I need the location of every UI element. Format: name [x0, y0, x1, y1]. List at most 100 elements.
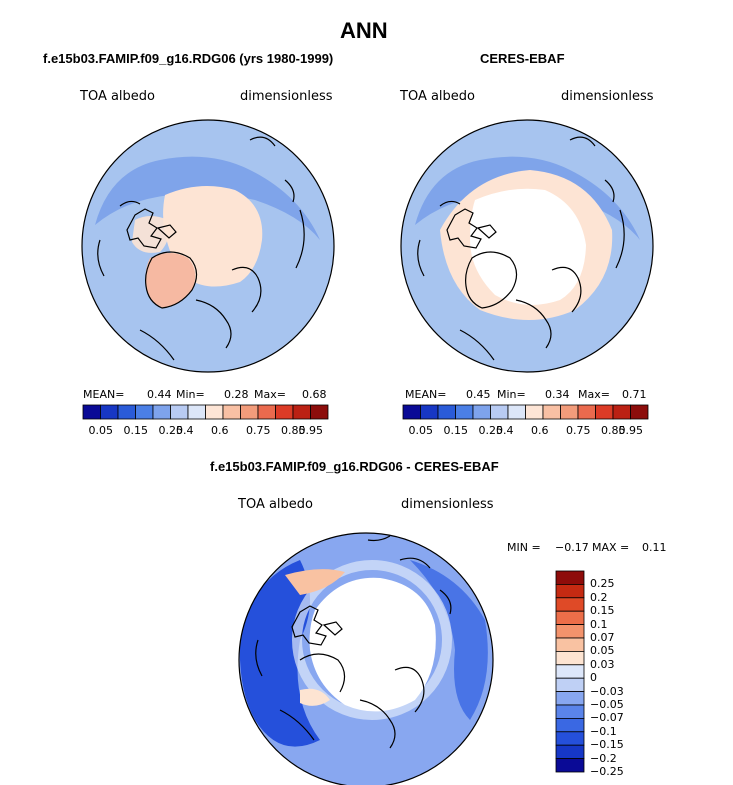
panel1-min-label: Min=: [176, 388, 205, 401]
panel1-colorbar-tick-label: 0.25: [158, 424, 184, 437]
panel2-colorbar-tick-label: 0.95: [618, 424, 644, 437]
panel1-subpolar-band: [95, 156, 320, 240]
panel1-colorbar-swatch: [292, 404, 311, 420]
panel1-mean-value: 0.44: [147, 388, 172, 401]
panel2-colorbar-swatch: [420, 404, 439, 420]
panel2-title: CERES-EBAF: [480, 51, 565, 66]
diff-colorbar-swatch: [555, 731, 585, 746]
diff-colorbar-tick-label: 0.15: [590, 604, 615, 618]
diff-colorbar-swatch: [555, 651, 585, 666]
diff-panel-title: f.e15b03.FAMIP.f09_g16.RDG06 - CERES-EBA…: [210, 459, 499, 474]
panel1-colorbar-tick-label: 0.85: [281, 424, 306, 437]
diff-colorbar-swatch: [555, 637, 585, 652]
panel2-colorbar-tick-label: 0.25: [478, 424, 504, 437]
diff-ring-artifact: [292, 560, 452, 720]
panel2-colorbar: [402, 404, 649, 420]
panel2-variable-label: TOA albedo: [400, 89, 476, 104]
panel2-units-label: dimensionless: [561, 89, 654, 104]
panel2-colorbar-swatch: [402, 404, 421, 420]
panel2-min-value: 0.34: [545, 388, 570, 401]
diff-colorbar-swatch: [555, 677, 585, 693]
diff-colorbar-tick-label: −0.2: [590, 751, 617, 765]
diff-colorbar-tick-label: 0: [590, 671, 597, 685]
diff-colorbar-tick-label: −0.1: [590, 724, 617, 738]
panel2-colorbar-swatch: [595, 404, 614, 420]
diff-positive-patch-2: [300, 688, 330, 706]
panel1-colorbar-swatch: [82, 404, 101, 420]
panel1-colorbar-tick-label: 0.05: [88, 424, 114, 437]
diff-colorbar-swatch: [555, 664, 585, 679]
panel2-colorbar-tick-label: 0.05: [408, 424, 434, 437]
diff-colorbar-tick-label: 0.2: [590, 590, 608, 604]
panel1-max-value: 0.68: [302, 388, 327, 401]
diff-colorbar-swatch: [555, 691, 585, 706]
panel1-colorbar-swatch: [257, 404, 276, 420]
diff-colorbar-tick-label: 0.07: [590, 631, 615, 644]
panel1-colorbar-swatch: [240, 404, 259, 420]
panel2-colorbar-swatch: [612, 404, 631, 420]
panel2-coastlines: [417, 120, 625, 361]
panel1-variable-label: TOA albedo: [80, 89, 156, 104]
panel1-colorbar-swatch: [310, 404, 329, 420]
diff-colorbar-tick-label: −0.03: [590, 684, 624, 698]
panel1-max-label: Max=: [254, 388, 286, 401]
panel2-subpolar-band: [415, 156, 640, 240]
panel1-colorbar-swatch: [100, 404, 119, 420]
panel1-units-label: dimensionless: [240, 89, 333, 104]
diff-variable-label: TOA albedo: [238, 497, 314, 512]
panel1-canada-field: [132, 216, 169, 253]
diff-colorbar-swatch: [555, 610, 585, 626]
panel1-colorbar-swatch: [135, 404, 154, 420]
panel2-mean-value: 0.45: [466, 388, 491, 401]
diff-colorbar-swatch: [555, 584, 585, 599]
panel1-min-value: 0.28: [224, 388, 249, 401]
diff-units-label: dimensionless: [401, 497, 494, 512]
panel2-mean-label: MEAN=: [405, 388, 447, 401]
diff-colorbar: [555, 570, 585, 773]
diff-positive-patch-1: [285, 569, 345, 595]
diff-colorbar-tick-label: −0.05: [590, 698, 624, 711]
panel2-colorbar-tick-label: 0.75: [566, 424, 591, 437]
panel2-colorbar-tick-label: 0.4: [496, 424, 514, 437]
panel1-polar-map: [81, 119, 335, 373]
panel1-colorbar-tick-label: 0.75: [246, 424, 271, 437]
diff-negative-field-east: [410, 560, 488, 720]
panel2-colorbar-tick-label: 0.85: [601, 424, 626, 437]
panel1-colorbar-swatch: [152, 404, 171, 420]
panel1-title: f.e15b03.FAMIP.f09_g16.RDG06 (yrs 1980-1…: [43, 51, 334, 66]
panel1-colorbar-swatch: [117, 404, 136, 420]
panel2-map-border: [400, 119, 654, 373]
diff-colorbar-tick-label: −0.25: [590, 765, 624, 778]
diff-colorbar-swatch: [555, 704, 585, 719]
panel1-colorbar-swatch: [205, 404, 224, 420]
panel1-colorbar-swatch: [170, 404, 189, 420]
panel2-colorbar-swatch: [507, 404, 526, 420]
panel2-colorbar-swatch: [490, 404, 509, 420]
diff-colorbar-swatch: [555, 718, 585, 733]
panel1-greenland-field: [145, 253, 196, 308]
diff-colorbar-tick-label: −0.15: [590, 738, 624, 752]
panel1-colorbar-swatch: [222, 404, 241, 420]
panel2-colorbar-swatch: [630, 404, 649, 420]
panel2-colorbar-tick-label: 0.6: [531, 424, 549, 437]
panel2-max-label: Max=: [578, 388, 610, 401]
panel1-colorbar-tick-label: 0.95: [298, 424, 324, 437]
panel1-map-border: [81, 119, 335, 373]
diff-colorbar-swatch: [555, 758, 585, 773]
panel1-colorbar-tick-label: 0.4: [176, 424, 194, 437]
panel1-colorbar: [82, 404, 329, 420]
diff-min-label: MIN =: [507, 541, 541, 554]
panel2-polar-map: [400, 119, 654, 373]
diff-max-label: MAX =: [592, 541, 630, 554]
diff-colorbar-tick-label: 0.1: [590, 617, 608, 631]
panel2-colorbar-swatch: [437, 404, 456, 420]
diff-map-border: [238, 532, 494, 785]
diff-coastlines: [255, 535, 452, 749]
diff-colorbar-tick-label: 0.25: [590, 577, 615, 591]
diff-colorbar-swatch: [555, 744, 585, 760]
panel1-coastlines: [97, 120, 305, 361]
figure-title: ANN: [340, 18, 388, 43]
panel1-colorbar-tick-label: 0.15: [123, 424, 149, 437]
diff-max-value: 0.11: [642, 541, 667, 554]
